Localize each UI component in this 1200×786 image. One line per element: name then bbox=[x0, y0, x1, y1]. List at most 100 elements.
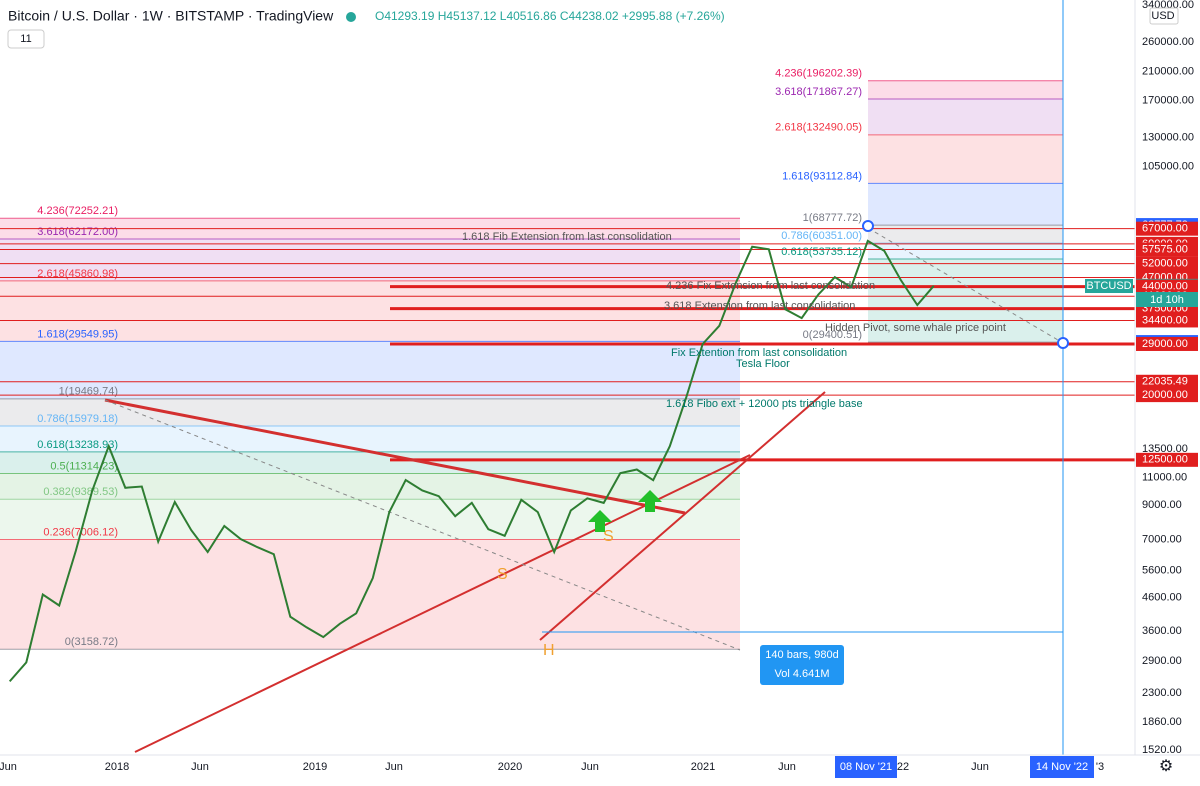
fib-label: 0(3158.72) bbox=[65, 636, 118, 648]
time-label: '3 bbox=[1096, 761, 1104, 773]
status-dot bbox=[346, 12, 356, 22]
fib-band bbox=[0, 341, 740, 399]
anchor bbox=[1057, 337, 1069, 349]
fib-label: 0.786(15979.18) bbox=[37, 413, 118, 425]
price-label: 130000.00 bbox=[1142, 131, 1194, 143]
fib-label: 0.618(13238.93) bbox=[37, 439, 118, 451]
currency-select[interactable] bbox=[1149, 7, 1179, 25]
fib-band bbox=[868, 259, 1063, 343]
price-label: 7000.00 bbox=[1142, 534, 1182, 546]
price-label-box bbox=[1136, 313, 1198, 328]
fib-band bbox=[868, 134, 1063, 184]
trendline bbox=[104, 399, 741, 651]
time-label: Jun bbox=[191, 761, 209, 773]
fib-band bbox=[0, 539, 740, 650]
price-label: 1860.00 bbox=[1142, 716, 1182, 728]
indicator-toggle[interactable] bbox=[7, 29, 45, 49]
fib-label: 0.382(9389.53) bbox=[43, 486, 118, 498]
measure-text: 140 bars, 980d bbox=[765, 649, 838, 661]
price-axis-labels: 340000.00 260000.00 210000.00 170000.00 1300… bbox=[1136, 0, 1198, 756]
annotation: 3.618 Extension from last consolidation bbox=[664, 300, 855, 312]
price-label-box bbox=[1136, 374, 1198, 389]
currency: USD bbox=[1151, 10, 1174, 22]
fib-band bbox=[0, 280, 740, 342]
price-label: 52000.00 bbox=[1142, 257, 1188, 269]
fib-label: 1(19469.74) bbox=[59, 386, 118, 398]
fib-label: 2.618(132490.05) bbox=[775, 122, 862, 134]
fib-band bbox=[0, 426, 740, 452]
annotation: Tesla Floor bbox=[736, 358, 790, 370]
fib-band bbox=[868, 98, 1063, 135]
symbol-title: Bitcoin / U.S. Dollar · 1W · BITSTAMP · … bbox=[8, 8, 334, 24]
fib-label: 0.618(53735.12) bbox=[781, 246, 862, 258]
fib-label: 2.618(45860.98) bbox=[37, 268, 118, 280]
trendline bbox=[104, 398, 686, 515]
price-label-box bbox=[1136, 256, 1198, 271]
price-label: 105000.00 bbox=[1142, 161, 1194, 173]
price-label: 170000.00 bbox=[1142, 94, 1194, 106]
time-label: Jun bbox=[385, 761, 403, 773]
price-label-box bbox=[1136, 452, 1198, 467]
countdown: 1d 10h bbox=[1150, 294, 1184, 306]
price-label: 20000.00 bbox=[1142, 389, 1188, 401]
time-highlight bbox=[1030, 756, 1094, 778]
time-label: 22 bbox=[897, 761, 909, 773]
price-label: 57575.00 bbox=[1142, 243, 1188, 255]
time-label: Jun bbox=[778, 761, 796, 773]
price-label: 29000.00 bbox=[1142, 338, 1188, 350]
annotation: H bbox=[543, 642, 555, 659]
price-label: 1520.00 bbox=[1142, 744, 1182, 756]
levels bbox=[0, 228, 1135, 462]
price-label: 260000.00 bbox=[1142, 36, 1194, 48]
annotation: Hidden Pivot, some whale price point bbox=[825, 322, 1006, 334]
price-label: 2900.00 bbox=[1142, 655, 1182, 667]
time-label: 2019 bbox=[303, 761, 327, 773]
price-label: 12500.00 bbox=[1142, 454, 1188, 466]
fib-band bbox=[868, 225, 1063, 244]
measure-box bbox=[760, 645, 844, 685]
fib-band bbox=[868, 80, 1063, 99]
annotation: S bbox=[603, 528, 614, 545]
annotation: S bbox=[497, 566, 508, 583]
price-label: 5600.00 bbox=[1142, 564, 1182, 576]
settings-icon[interactable]: ⚙ bbox=[1159, 758, 1173, 775]
fib-band bbox=[0, 238, 740, 281]
fib-label: 0.786(60351.00) bbox=[781, 230, 862, 242]
fib-label: 1.618(93112.84) bbox=[782, 170, 862, 182]
time-label: Jun bbox=[971, 761, 989, 773]
fib-label: 0.5(11314.23) bbox=[50, 460, 118, 472]
price-label: 3600.00 bbox=[1142, 625, 1182, 637]
price-label: 11000.00 bbox=[1142, 471, 1187, 483]
time-label: Jun bbox=[581, 761, 599, 773]
fib-band bbox=[868, 243, 1063, 260]
fib-band bbox=[0, 451, 740, 474]
annotation: 4.236 Fix Extension from last consolidat… bbox=[666, 280, 875, 292]
fib-label: 1.618(29549.95) bbox=[37, 328, 118, 340]
fib-label: 0(29400.51) bbox=[803, 329, 862, 341]
arrow-up bbox=[638, 490, 662, 512]
price-label: 67000.00 bbox=[1142, 223, 1188, 235]
price-label-box bbox=[1136, 336, 1198, 351]
indicator-count: 11 bbox=[20, 33, 31, 45]
price-label: 2300.00 bbox=[1142, 687, 1182, 699]
time-label: 14 Nov '22 bbox=[1036, 761, 1088, 773]
trendline bbox=[539, 391, 826, 641]
price-label: 34400.00 bbox=[1142, 314, 1188, 326]
price-label: 4600.00 bbox=[1142, 591, 1182, 603]
time-label: Jun bbox=[0, 761, 17, 773]
time-label: 2020 bbox=[498, 761, 522, 773]
price-line bbox=[8, 239, 935, 683]
symbol-tag-text: BTCUSD bbox=[1086, 280, 1131, 292]
arrow-up bbox=[588, 510, 612, 532]
annotation: Fix Extention from last consolidation bbox=[671, 347, 847, 359]
fib-label: 4.236(72252.21) bbox=[37, 205, 118, 217]
annotation: 1.618 Fib Extension from last consolidat… bbox=[462, 231, 672, 243]
price-label: 210000.00 bbox=[1142, 65, 1194, 77]
time-axis bbox=[0, 755, 1200, 781]
annotation: 1.618 Fibo ext + 12000 pts triangle base bbox=[666, 398, 863, 410]
measure-text: Vol 4.641M bbox=[774, 668, 829, 680]
fib-label: 3.618(62172.00) bbox=[37, 226, 118, 238]
